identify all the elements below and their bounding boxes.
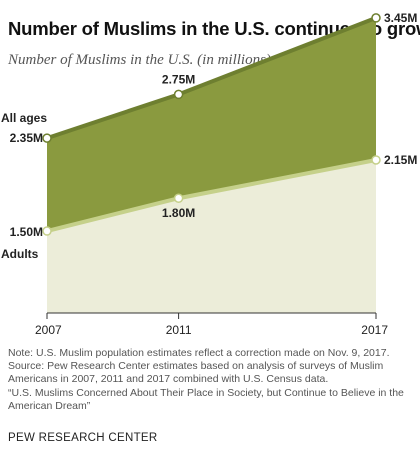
all-ages-point: [42, 133, 52, 143]
data-labels: 2.35M 2.75M 3.45M 1.50M 1.80M 2.15M All ages Ad…: [1, 11, 417, 261]
x-ticks: 2007 2011 2017: [35, 313, 388, 337]
adults-point: [42, 226, 52, 236]
organization-name: PEW RESEARCH CENTER: [8, 432, 158, 444]
x-tick-label: 2017: [361, 323, 388, 337]
x-tick-label: 2007: [35, 323, 62, 337]
area-chart: 2007 2011 2017 2.35M2.75M3.45M1.50M1.80M2.…: [1, 11, 417, 337]
chart-subtitle: Number of Muslims in the U.S. (in millio…: [8, 52, 271, 68]
x-tick-label: 2011: [166, 323, 192, 337]
all-ages-point: [173, 89, 184, 100]
data-points: [42, 13, 381, 236]
all-ages-area: [47, 17, 376, 232]
adults-series-label: Adults: [1, 247, 39, 261]
all-ages-value-label: 2.35M: [10, 131, 43, 145]
adults-value-label: 1.80M: [162, 206, 195, 220]
adults-point: [371, 155, 381, 165]
adults-value-label: 2.15M: [384, 153, 417, 167]
all-ages-value-label: 3.45M: [384, 11, 417, 25]
all-ages-point: [371, 13, 381, 23]
chart-title: Number of Muslims in the U.S. continues …: [8, 18, 420, 39]
all-ages-value-label: 2.75M: [162, 72, 195, 86]
adults-value-label: 1.50M: [10, 225, 43, 239]
notes-block: Note: U.S. Muslim population estimates r…: [8, 347, 414, 413]
adults-area: [47, 159, 376, 313]
all-ages-series-label: All ages: [1, 111, 47, 125]
report-title-text: “U.S. Muslims Concerned About Their Plac…: [8, 386, 404, 412]
note-text: Note: U.S. Muslim population estimates r…: [8, 347, 390, 359]
source-text: Source: Pew Research Center estimates ba…: [8, 360, 384, 386]
adults-point: [173, 193, 184, 203]
